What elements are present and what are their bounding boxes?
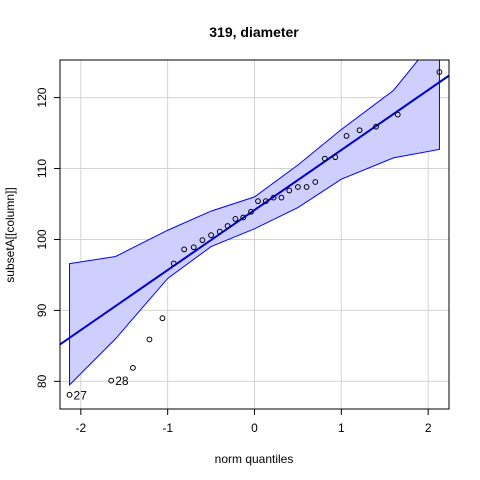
x-axis: -2 -1 0 1 2	[76, 409, 432, 435]
y-axis: 80 90 100 110 120	[35, 87, 60, 388]
x-tick-label: 1	[338, 421, 345, 435]
x-tick-label: -1	[162, 421, 173, 435]
y-tick-label: 110	[35, 159, 49, 178]
y-tick-label: 80	[35, 374, 49, 388]
point-label: 28	[115, 374, 129, 388]
data-point	[147, 337, 152, 342]
point-labels: 27 28	[74, 374, 129, 402]
y-tick-label: 90	[35, 303, 49, 317]
data-point	[109, 378, 114, 383]
title-group: 319, diameter	[209, 24, 299, 40]
x-axis-label: norm quantiles	[215, 452, 294, 466]
x-tick-label: 0	[251, 421, 258, 435]
data-point	[131, 365, 136, 370]
x-tick-label: -2	[76, 421, 87, 435]
data-point	[67, 392, 72, 397]
y-tick-label: 120	[35, 87, 49, 107]
x-tick-label: 2	[425, 421, 432, 435]
y-tick-label: 100	[35, 229, 49, 249]
data-point	[160, 316, 165, 321]
point-label: 27	[74, 388, 88, 402]
chart-title: 319, diameter	[209, 24, 299, 40]
y-axis-label: subsetA[[column]]	[3, 187, 17, 282]
